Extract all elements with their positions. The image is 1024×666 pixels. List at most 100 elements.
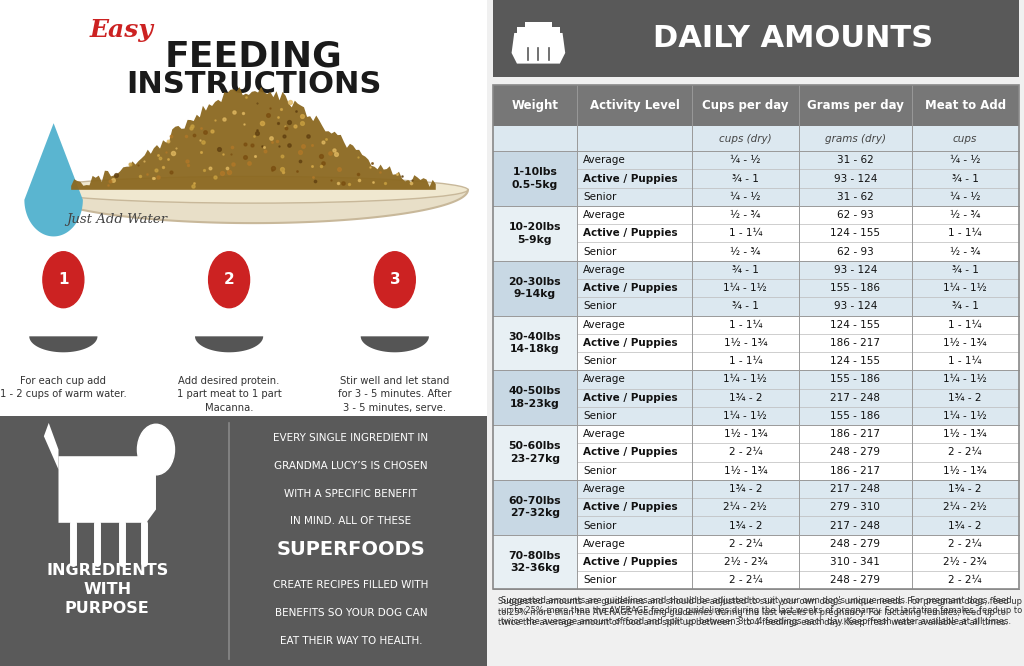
Text: Weight: Weight — [511, 99, 558, 112]
Polygon shape — [360, 336, 429, 352]
Text: 310 - 341: 310 - 341 — [830, 557, 881, 567]
Text: Cups per day: Cups per day — [702, 99, 788, 112]
Text: Senior: Senior — [584, 575, 616, 585]
Text: 1½ - 1¾: 1½ - 1¾ — [724, 429, 767, 439]
Text: Average: Average — [584, 320, 626, 330]
Text: Active / Puppies: Active / Puppies — [584, 502, 678, 512]
Text: 50-60lbs
23-27kg: 50-60lbs 23-27kg — [509, 442, 561, 464]
Text: Average: Average — [584, 265, 626, 275]
Text: 155 - 186: 155 - 186 — [830, 411, 881, 421]
Bar — [493, 206, 578, 260]
Text: 1½ - 1¾: 1½ - 1¾ — [943, 338, 987, 348]
Text: Average: Average — [584, 429, 626, 439]
Text: Average: Average — [584, 539, 626, 549]
Text: Senior: Senior — [584, 356, 616, 366]
Bar — [493, 535, 1019, 589]
Text: 2 - 2¼: 2 - 2¼ — [948, 448, 982, 458]
Text: ¼ - ½: ¼ - ½ — [950, 192, 980, 202]
Text: 2 - 2¼: 2 - 2¼ — [728, 448, 762, 458]
Bar — [525, 21, 552, 27]
Text: 93 - 124: 93 - 124 — [834, 174, 877, 184]
Text: ¾ - 1: ¾ - 1 — [951, 265, 979, 275]
Text: 2 - 2¼: 2 - 2¼ — [728, 575, 762, 585]
Text: Active / Puppies: Active / Puppies — [584, 338, 678, 348]
Text: 2 - 2¼: 2 - 2¼ — [728, 539, 762, 549]
Text: 1 - 1¼: 1 - 1¼ — [948, 228, 982, 238]
Text: Active / Puppies: Active / Puppies — [584, 174, 678, 184]
Text: BENEFITS SO YOUR DOG CAN: BENEFITS SO YOUR DOG CAN — [274, 607, 427, 618]
Bar — [493, 151, 1019, 206]
Text: Grams per day: Grams per day — [807, 99, 904, 112]
Text: 1¾ - 2: 1¾ - 2 — [729, 393, 762, 403]
Text: For each cup add
1 - 2 cups of warm water.: For each cup add 1 - 2 cups of warm wate… — [0, 376, 127, 400]
Text: FEEDING: FEEDING — [165, 39, 342, 74]
Bar — [493, 425, 1019, 480]
Bar — [493, 126, 1019, 151]
Bar — [493, 85, 1019, 589]
Text: Active / Puppies: Active / Puppies — [584, 557, 678, 567]
Text: 217 - 248: 217 - 248 — [830, 484, 881, 494]
Text: grams (dry): grams (dry) — [824, 133, 886, 144]
Circle shape — [375, 252, 416, 308]
Text: 186 - 217: 186 - 217 — [830, 466, 881, 476]
Text: 30-40lbs
14-18kg: 30-40lbs 14-18kg — [509, 332, 561, 354]
Text: 2¼ - 2½: 2¼ - 2½ — [723, 502, 767, 512]
Text: 1½ - 1¾: 1½ - 1¾ — [943, 466, 987, 476]
Text: Active / Puppies: Active / Puppies — [584, 393, 678, 403]
Text: 1¾ - 2: 1¾ - 2 — [948, 484, 982, 494]
Text: 2¼ - 2½: 2¼ - 2½ — [943, 502, 987, 512]
Polygon shape — [39, 190, 468, 223]
Text: ¼ - ½: ¼ - ½ — [730, 155, 761, 165]
Bar — [493, 316, 1019, 370]
Text: INGREDIENTS
WITH
PURPOSE: INGREDIENTS WITH PURPOSE — [46, 563, 168, 615]
Text: 2 - 2¼: 2 - 2¼ — [948, 575, 982, 585]
Text: 2½ - 2¾: 2½ - 2¾ — [943, 557, 987, 567]
Polygon shape — [71, 87, 436, 190]
Text: Easy: Easy — [90, 18, 154, 42]
Text: ¾ - 1: ¾ - 1 — [951, 302, 979, 312]
Text: 3: 3 — [389, 272, 400, 287]
Text: 217 - 248: 217 - 248 — [830, 521, 881, 531]
Text: Average: Average — [584, 484, 626, 494]
Text: Average: Average — [584, 155, 626, 165]
Bar — [0, 416, 487, 666]
Text: 1 - 1¼: 1 - 1¼ — [948, 356, 982, 366]
Bar — [493, 370, 1019, 425]
Bar — [493, 206, 1019, 260]
Text: 70-80lbs
32-36kg: 70-80lbs 32-36kg — [509, 551, 561, 573]
Text: ¼ - ½: ¼ - ½ — [730, 192, 761, 202]
Bar — [493, 316, 578, 370]
Bar — [493, 260, 1019, 316]
Text: Active / Puppies: Active / Puppies — [584, 448, 678, 458]
Text: 155 - 186: 155 - 186 — [830, 374, 881, 384]
Text: 1¾ - 2: 1¾ - 2 — [729, 484, 762, 494]
Bar — [493, 425, 578, 480]
Text: Senior: Senior — [584, 246, 616, 256]
Bar — [493, 85, 1019, 126]
Text: Activity Level: Activity Level — [590, 99, 679, 112]
Text: 155 - 186: 155 - 186 — [830, 283, 881, 293]
Text: Average: Average — [584, 374, 626, 384]
Polygon shape — [195, 336, 263, 352]
Text: EVERY SINGLE INGREDIENT IN: EVERY SINGLE INGREDIENT IN — [273, 432, 428, 443]
Text: ½ - ¾: ½ - ¾ — [950, 246, 980, 256]
Text: INSTRUCTIONS: INSTRUCTIONS — [126, 70, 381, 99]
Text: ¾ - 1: ¾ - 1 — [951, 174, 979, 184]
Text: 1¼ - 1½: 1¼ - 1½ — [723, 283, 767, 293]
Circle shape — [209, 252, 250, 308]
Text: DAILY AMOUNTS: DAILY AMOUNTS — [653, 24, 933, 53]
Text: 2: 2 — [223, 272, 234, 287]
Text: 60-70lbs
27-32kg: 60-70lbs 27-32kg — [509, 496, 561, 518]
Text: 62 - 93: 62 - 93 — [837, 210, 873, 220]
Bar — [493, 480, 578, 535]
Text: 1¾ - 2: 1¾ - 2 — [948, 521, 982, 531]
Text: CREATE RECIPES FILLED WITH: CREATE RECIPES FILLED WITH — [273, 579, 429, 590]
Text: Active / Puppies: Active / Puppies — [584, 228, 678, 238]
Text: ½ - ¾: ½ - ¾ — [950, 210, 980, 220]
Text: 124 - 155: 124 - 155 — [830, 228, 881, 238]
Text: 1 - 1¼: 1 - 1¼ — [948, 320, 982, 330]
Text: 248 - 279: 248 - 279 — [830, 448, 881, 458]
Bar — [493, 370, 578, 425]
Text: 1¾ - 2: 1¾ - 2 — [948, 393, 982, 403]
Text: cups: cups — [953, 133, 977, 144]
